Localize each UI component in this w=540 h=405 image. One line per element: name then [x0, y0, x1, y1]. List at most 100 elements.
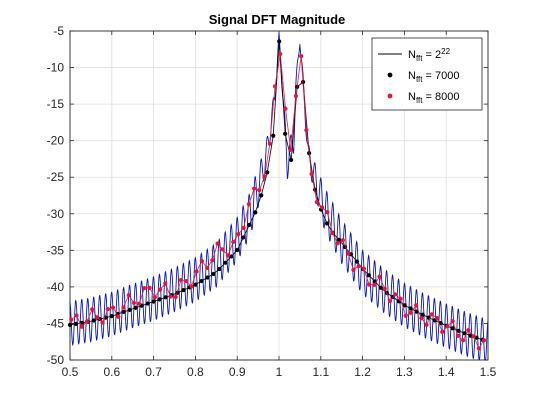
x-tick-label: 1.1 [312, 365, 329, 379]
series-8000-point [69, 317, 74, 322]
series-7000-point [241, 235, 246, 240]
series-8000-point [90, 307, 95, 312]
series-8000-point [163, 281, 168, 286]
legend-entry: Nfft = 7000 [408, 70, 460, 84]
series-7000-point [199, 278, 204, 284]
series-line-2pow22 [69, 32, 489, 361]
series-7000-point [283, 131, 288, 136]
series-7000-point [235, 247, 240, 253]
series-8000-point [246, 202, 251, 207]
series-8000-point [293, 93, 299, 99]
legend-swatch-marker [387, 93, 393, 99]
legend-swatch-marker [387, 72, 393, 78]
axes: 0.5 0.6 0.7 0.8 0.9 1 1.1 1.2 1.3 1.4 1.5 -5 -10 -15 -… [47, 24, 497, 379]
y-tick-label: -50 [47, 353, 65, 367]
series-8000-point [445, 324, 450, 329]
y-tick-label: -15 [47, 97, 65, 111]
series-8000-point [142, 285, 147, 291]
chart-title: Signal DFT Magnitude [209, 12, 346, 27]
y-tick-label: -25 [47, 170, 65, 184]
series-7000-point [211, 271, 216, 277]
series-8000-point [419, 316, 424, 321]
series-8000-point [299, 53, 304, 59]
series-8000-point [173, 294, 178, 300]
series-8000-point [330, 230, 335, 236]
series-8000-point [241, 225, 246, 231]
series-8000-point [461, 338, 466, 343]
series-8000-point [455, 333, 460, 338]
series-7000-point [157, 297, 162, 302]
series-8000-point [414, 303, 419, 308]
series-8000-point [126, 293, 131, 298]
x-tick-label: 1 [276, 365, 283, 379]
series-8000-point [393, 292, 398, 297]
y-tick-label: -10 [47, 61, 65, 75]
series-7000-point [163, 295, 168, 300]
series-8000-point [403, 313, 408, 318]
series-7000-point [378, 285, 383, 290]
series-8000-point [168, 294, 173, 299]
series-7000-point [354, 259, 360, 264]
series-8000-point [257, 187, 262, 193]
series-8000-point [74, 313, 79, 318]
series-7000-point [462, 331, 467, 336]
x-tick-label: 0.7 [145, 365, 162, 379]
x-tick-label: 1.4 [438, 365, 455, 379]
series-8000-point [314, 200, 319, 205]
series-8000-point [325, 210, 330, 215]
series-8000-point [340, 238, 346, 243]
series-7000-group [67, 39, 485, 342]
series-8000-point [79, 324, 84, 329]
series-7000-point [259, 193, 264, 198]
series-8000-point [189, 284, 194, 289]
series-8000-point [116, 314, 121, 319]
series-8000-point [184, 279, 189, 284]
series-8000-point [429, 312, 434, 317]
x-tick-label: 0.6 [103, 365, 120, 379]
series-8000-point [319, 205, 325, 210]
series-8000-point [157, 287, 163, 292]
series-8000-point [346, 251, 351, 256]
plot-area [67, 32, 489, 361]
series-8000-point [272, 84, 278, 89]
series-8000-point [304, 128, 309, 133]
series-8000-point [476, 346, 481, 351]
y-tick-label: -30 [47, 207, 65, 221]
series-7000-point [151, 299, 156, 304]
series-8000-point [440, 329, 445, 334]
series-8000-point [424, 322, 429, 328]
series-8000-point [178, 278, 184, 283]
series-7000-point [145, 301, 150, 306]
series-8000-point [231, 239, 236, 245]
series-8000-point [481, 338, 487, 343]
legend: Nfft = 222 Nfft = 7000 Nfft = 8000 [371, 37, 483, 111]
series-7000-point [91, 318, 97, 323]
series-8000-point [199, 258, 204, 264]
series-8000-point [366, 282, 372, 287]
series-7000-point [133, 305, 138, 310]
series-7000-point [181, 287, 186, 293]
series-8000-point [288, 147, 293, 152]
x-tick-label: 1.5 [480, 365, 497, 379]
legend-entry: Nfft = 222 [408, 47, 451, 63]
y-tick-label: -20 [47, 134, 65, 148]
series-7000-point [271, 133, 276, 138]
series-8000-point [137, 301, 142, 306]
series-8000-point [194, 269, 199, 274]
series-7000-point [336, 237, 342, 242]
y-tick-label: -5 [53, 24, 64, 38]
series-7000-point [420, 312, 425, 317]
series-8000-point [147, 285, 152, 290]
series-7000-point [265, 170, 270, 175]
series-8000-point [121, 305, 126, 310]
series-8000-point [434, 316, 440, 321]
series-8000-point [335, 241, 340, 246]
series-7000-point [289, 157, 294, 163]
series-7000-point [253, 210, 258, 215]
series-7000-point [414, 309, 419, 314]
series-8000-point [131, 300, 137, 306]
series-8000-point [408, 310, 413, 315]
x-tick-label: 0.8 [187, 365, 204, 379]
series-7000-point [121, 309, 126, 315]
series-7000-point [229, 254, 234, 259]
